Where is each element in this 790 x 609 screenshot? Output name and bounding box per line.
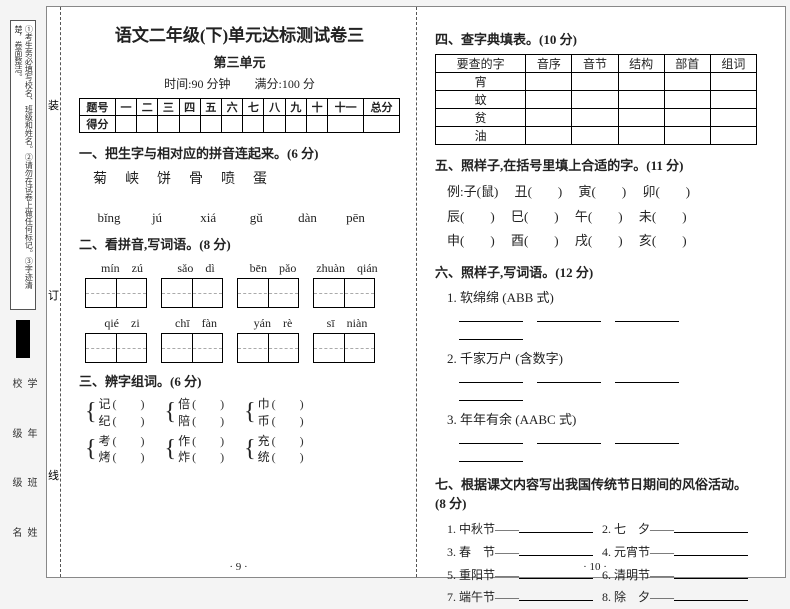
q7-item: 1. 中秋节—— — [447, 518, 602, 541]
q1-pinyin: bǐngjú xiágǔ dànpēn — [79, 210, 400, 226]
q2-box-row2 — [79, 333, 400, 363]
fold-mark-mid: 订 — [48, 287, 59, 303]
q7-title: 七、根据课文内容写出我国传统节日期间的风俗活动。(8 分) — [435, 474, 757, 512]
q2-pinyin-row1: mín zúsǎo dì bēn pǎozhuàn qián — [79, 259, 400, 276]
exam-instructions: ①考生务必填写校名、班级和姓名。②请勿在试卷上做任何标记。③字迹清楚，卷面整洁。 — [10, 20, 37, 310]
test-meta: 时间:90 分钟 满分:100 分 — [79, 75, 400, 92]
side-label-grade: 年级 — [8, 428, 38, 445]
q5-line1: 例:子(鼠) 丑 寅 卯 — [435, 180, 757, 205]
page-number-right: · 10 · — [417, 561, 773, 573]
test-subtitle: 第三单元 — [79, 52, 400, 71]
page-spread: 装 订 线 语文二年级(下)单元达标测试卷三 第三单元 时间:90 分钟 满分:… — [46, 6, 786, 578]
q3-title: 三、辨字组词。(6 分) — [79, 371, 400, 390]
q2-title: 二、看拼音,写词语。(8 分) — [79, 234, 400, 253]
q6-blanks1 — [435, 308, 757, 344]
page-left: 语文二年级(下)单元达标测试卷三 第三单元 时间:90 分钟 满分:100 分 … — [61, 7, 417, 577]
score-row-label: 得分 — [80, 116, 116, 133]
barcode-mark — [16, 320, 30, 358]
q6-sub3: 3. 年年有余 (AABC 式) — [435, 409, 757, 428]
q6-blanks3 — [435, 430, 757, 466]
dictionary-table: 要查的字音序 音节结构 部首组词 宵 蚊 贫 油 — [435, 54, 757, 145]
side-label-school: 学校 — [8, 378, 38, 395]
q4-title: 四、查字典填表。(10 分) — [435, 29, 757, 48]
test-title: 语文二年级(下)单元达标测试卷三 — [79, 21, 400, 46]
fold-mark-bot: 线 — [48, 467, 59, 483]
q6-sub2: 2. 千家万户 (含数字) — [435, 348, 757, 367]
q5-line2: 辰 巳 午 未 — [435, 205, 757, 230]
side-label-name: 姓名 — [8, 527, 38, 544]
q6-blanks2 — [435, 369, 757, 405]
page-number-left: · 9 · — [61, 561, 416, 573]
q2-pinyin-row2: qié zichī fàn yán rèsī niàn — [79, 314, 400, 331]
side-label-class: 班级 — [8, 477, 38, 494]
q5-line3: 申 酉 戌 亥 — [435, 229, 757, 254]
q3-row1: {记纪 {倍陪 {巾币 — [79, 396, 400, 430]
char-box — [85, 278, 147, 308]
q6-title: 六、照样子,写词语。(12 分) — [435, 262, 757, 281]
q2-box-row1 — [79, 278, 400, 308]
score-hdr: 题号 — [80, 99, 116, 116]
q3-row2: {考烤 {作炸 {充统 — [79, 433, 400, 467]
q1-title: 一、把生字与相对应的拼音连起来。(6 分) — [79, 143, 400, 162]
q5-title: 五、照样子,在括号里填上合适的字。(11 分) — [435, 155, 757, 174]
fold-line: 装 订 线 — [47, 7, 61, 577]
fold-mark-top: 装 — [48, 97, 59, 113]
q1-hanzi: 菊峡饼骨喷蛋 — [79, 168, 400, 188]
score-table: 题号 一二 三四 五六 七八 九十 十一总分 得分 — [79, 98, 400, 133]
page-right: 四、查字典填表。(10 分) 要查的字音序 音节结构 部首组词 宵 蚊 贫 油 … — [417, 7, 773, 577]
q6-sub1: 1. 软绵绵 (ABB 式) — [435, 287, 757, 306]
binding-sidebar: ①考生务必填写校名、班级和姓名。②请勿在试卷上做任何标记。③字迹清楚，卷面整洁。… — [4, 20, 42, 560]
